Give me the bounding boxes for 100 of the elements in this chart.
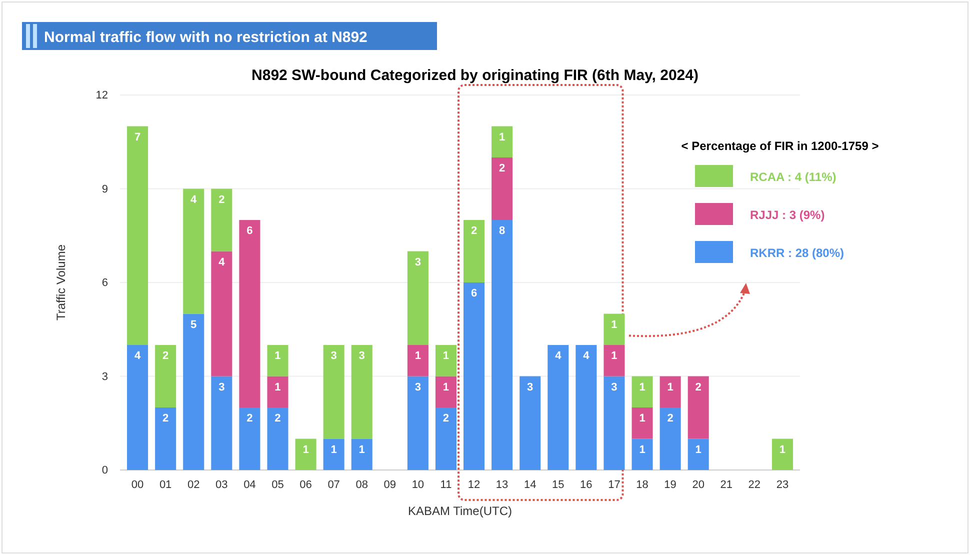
chart-subtitle: N892 SW-bound Categorized by originating FIR (6th May, 2024) bbox=[252, 67, 698, 84]
x-tick-label: 05 bbox=[272, 478, 284, 491]
bar bbox=[492, 158, 513, 220]
bar bbox=[688, 438, 709, 470]
data-label: 1 bbox=[274, 381, 281, 394]
x-tick-label: 14 bbox=[524, 478, 536, 491]
y-axis-title: Traffic Volume bbox=[54, 244, 68, 321]
data-label: 1 bbox=[611, 318, 618, 331]
bar bbox=[127, 126, 148, 345]
data-label: 4 bbox=[583, 350, 590, 362]
data-label: 3 bbox=[414, 381, 421, 394]
x-tick-label: 00 bbox=[131, 478, 144, 491]
bar bbox=[407, 345, 428, 376]
data-label: 6 bbox=[246, 225, 253, 237]
data-label: 1 bbox=[302, 444, 309, 456]
data-label: 1 bbox=[779, 444, 786, 456]
data-label: 3 bbox=[611, 381, 618, 394]
data-label: 1 bbox=[499, 131, 506, 144]
bar bbox=[632, 408, 653, 439]
data-label: 3 bbox=[358, 350, 365, 362]
data-label: 1 bbox=[639, 412, 646, 424]
y-tick-label: 3 bbox=[102, 370, 108, 383]
x-tick-label: 09 bbox=[384, 478, 396, 491]
bar bbox=[576, 345, 597, 470]
data-label: 2 bbox=[162, 412, 169, 424]
x-tick-label: 03 bbox=[216, 478, 228, 491]
bar bbox=[632, 438, 653, 470]
x-tick-label: 17 bbox=[608, 478, 620, 491]
chart-title: Normal traffic flow with no restriction at N892 bbox=[44, 29, 368, 46]
x-tick-label: 21 bbox=[720, 478, 733, 491]
bar bbox=[127, 345, 148, 470]
legend-label: RCAA : 4 (11%) bbox=[750, 170, 836, 184]
x-tick-label: 04 bbox=[244, 478, 256, 491]
data-label: 2 bbox=[442, 412, 450, 424]
x-tick-label: 20 bbox=[692, 478, 704, 491]
bar bbox=[183, 188, 204, 314]
bar bbox=[323, 438, 344, 470]
bar bbox=[492, 220, 513, 470]
data-label: 1 bbox=[639, 444, 646, 456]
bar bbox=[267, 408, 288, 470]
bar bbox=[267, 376, 288, 408]
bar bbox=[464, 220, 485, 282]
bar bbox=[604, 345, 625, 376]
data-label: 1 bbox=[639, 381, 646, 394]
bar bbox=[520, 376, 541, 470]
data-label: 4 bbox=[190, 194, 198, 206]
bar bbox=[407, 376, 428, 470]
bar bbox=[548, 345, 569, 470]
y-tick-label: 12 bbox=[96, 90, 108, 102]
x-tick-label: 12 bbox=[468, 478, 480, 491]
x-tick-label: 02 bbox=[187, 478, 200, 491]
bar bbox=[772, 438, 793, 470]
data-label: 3 bbox=[218, 381, 225, 394]
x-tick-label: 11 bbox=[440, 478, 452, 491]
data-label: 3 bbox=[527, 381, 534, 394]
bar bbox=[295, 438, 316, 470]
bar bbox=[604, 314, 625, 345]
bar bbox=[632, 376, 653, 408]
data-label: 2 bbox=[667, 412, 674, 424]
bar bbox=[351, 438, 372, 470]
x-tick-label: 10 bbox=[412, 478, 424, 491]
bar bbox=[660, 408, 681, 470]
x-tick-label: 08 bbox=[356, 478, 368, 491]
data-label: 1 bbox=[611, 350, 618, 362]
legend-label: RKRR : 28 (80%) bbox=[750, 246, 844, 260]
x-tick-label: 18 bbox=[636, 478, 648, 491]
data-label: 1 bbox=[330, 444, 337, 456]
bar bbox=[604, 376, 625, 470]
x-tick-label: 19 bbox=[664, 478, 676, 491]
x-tick-label: 01 bbox=[159, 478, 172, 491]
bar bbox=[435, 376, 456, 408]
bar bbox=[688, 376, 709, 439]
data-label: 1 bbox=[274, 350, 281, 362]
bar bbox=[351, 345, 372, 439]
bar bbox=[239, 408, 260, 470]
data-label: 2 bbox=[218, 194, 225, 206]
bar bbox=[239, 220, 260, 408]
bar bbox=[211, 251, 232, 376]
data-label: 2 bbox=[695, 381, 702, 394]
data-label: 4 bbox=[555, 350, 562, 362]
bar bbox=[492, 126, 513, 158]
bar bbox=[660, 376, 681, 408]
data-label: 2 bbox=[499, 162, 506, 174]
y-tick-label: 0 bbox=[102, 464, 108, 477]
bar bbox=[211, 188, 232, 252]
data-label: 2 bbox=[246, 412, 253, 424]
bar bbox=[435, 408, 456, 470]
data-label: 2 bbox=[470, 225, 478, 237]
data-label: 1 bbox=[667, 381, 674, 394]
bar bbox=[211, 376, 232, 470]
bar bbox=[183, 314, 204, 470]
data-label: 1 bbox=[695, 444, 702, 456]
data-label: 1 bbox=[442, 350, 450, 362]
y-tick-label: 6 bbox=[102, 277, 108, 290]
x-axis-title: KABAM Time(UTC) bbox=[408, 504, 512, 518]
data-label: 1 bbox=[414, 350, 421, 362]
x-tick-label: 16 bbox=[580, 478, 592, 491]
legend-label: RJJJ : 3 (9%) bbox=[750, 208, 825, 222]
data-label: 3 bbox=[414, 256, 421, 268]
bar bbox=[323, 345, 344, 439]
